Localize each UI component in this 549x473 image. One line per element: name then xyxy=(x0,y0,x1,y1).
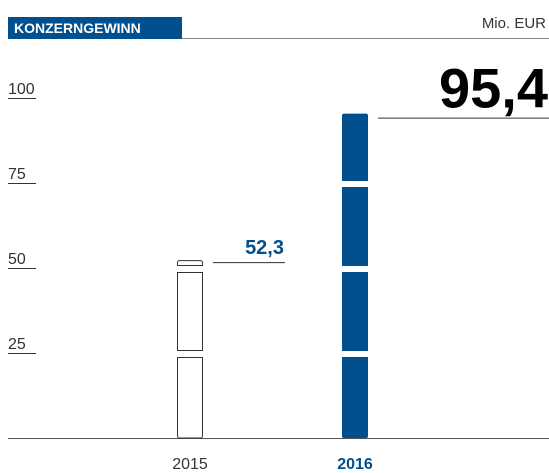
x-tick-label: 2015 xyxy=(172,456,208,473)
value-label: 52,3 xyxy=(245,237,284,259)
bar xyxy=(342,113,368,438)
unit-label: Mio. EUR xyxy=(482,15,546,32)
value-label: 95,4 xyxy=(439,57,548,120)
y-tick-label: 100 xyxy=(8,81,35,98)
y-tick-label: 50 xyxy=(8,251,26,268)
y-tick-label: 75 xyxy=(8,166,26,183)
chart-title: KONZERNGEWINN xyxy=(14,20,141,36)
bar xyxy=(177,260,203,439)
y-tick-label: 25 xyxy=(8,336,26,353)
x-tick-label: 2016 xyxy=(337,456,373,473)
title-box xyxy=(8,17,182,39)
